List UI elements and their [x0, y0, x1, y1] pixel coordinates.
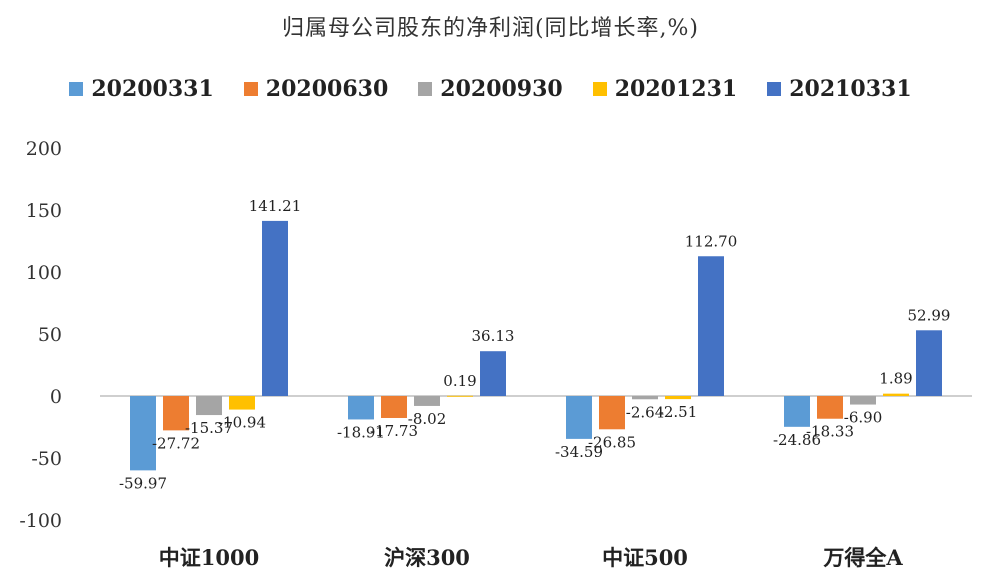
data-label: -10.94	[218, 414, 266, 432]
category-label: 万得全A	[822, 545, 903, 570]
bar	[599, 396, 625, 430]
y-tick-label: -50	[31, 448, 62, 470]
bar	[196, 396, 222, 416]
y-tick-label: 200	[26, 138, 62, 160]
bar	[850, 396, 876, 405]
legend-item-series-3: 20200930	[418, 76, 563, 102]
bar	[784, 396, 810, 427]
y-tick-label: 50	[38, 324, 62, 346]
data-label: -26.85	[588, 433, 636, 451]
data-label: -2.64	[626, 403, 664, 421]
bar	[447, 395, 473, 397]
legend-label: 20200331	[91, 76, 214, 102]
legend-swatch	[243, 82, 258, 96]
data-label: 112.70	[685, 232, 738, 250]
legend-swatch	[69, 82, 84, 96]
bar	[381, 396, 407, 418]
bar	[665, 396, 691, 400]
bar	[130, 396, 156, 471]
bar	[817, 396, 843, 419]
data-label: -17.73	[370, 422, 418, 440]
category-label: 中证1000	[159, 545, 259, 570]
legend-label: 20200930	[440, 76, 563, 102]
bar	[229, 396, 255, 410]
bar	[632, 396, 658, 400]
legend-item-series-2: 20200630	[243, 76, 389, 102]
data-label: -18.33	[806, 423, 854, 441]
legend-label: 20210331	[789, 76, 912, 102]
legend-item-series-4: 20201231	[592, 76, 738, 102]
data-label: -59.97	[119, 474, 167, 492]
legend-item-series-1: 20200331	[69, 76, 214, 102]
legend-label: 20200630	[265, 76, 389, 102]
y-tick-label: 150	[26, 200, 62, 222]
chart-title: 归属母公司股东的净利润(同比增长率,%)	[281, 16, 700, 41]
data-label: -6.90	[844, 409, 882, 427]
legend-swatch	[418, 82, 433, 96]
bar	[348, 396, 374, 420]
legend-swatch	[767, 82, 782, 96]
data-label: -27.72	[152, 434, 200, 452]
category-label: 中证500	[602, 545, 688, 570]
bar	[480, 351, 506, 396]
legend-swatch	[592, 82, 607, 96]
data-label: 52.99	[908, 306, 951, 324]
y-tick-label: 0	[50, 386, 62, 408]
data-label: -18.91	[337, 423, 385, 441]
bar	[566, 396, 592, 439]
legend-label: 20201231	[614, 76, 738, 102]
y-tick-label: -100	[19, 510, 62, 532]
data-label: 1.89	[879, 370, 912, 388]
data-label: 141.21	[249, 197, 302, 215]
bar	[883, 393, 909, 396]
legend-item-series-5: 20210331	[767, 76, 912, 102]
data-label: 36.13	[472, 327, 515, 345]
bar	[698, 256, 724, 396]
data-label: 0.19	[443, 372, 476, 390]
data-label: -2.51	[659, 403, 697, 421]
bar	[163, 396, 189, 431]
category-label: 沪深300	[384, 545, 470, 570]
data-label: -15.37	[185, 419, 233, 437]
y-tick-label: 100	[26, 262, 62, 284]
data-label: -24.86	[773, 431, 821, 449]
bar	[916, 330, 942, 396]
chart-legend: 20200331 20200630 20200930 20201231 2021…	[0, 76, 981, 102]
data-label: -8.02	[408, 410, 446, 428]
bar	[262, 220, 288, 396]
bar	[414, 396, 440, 406]
data-label: -34.59	[555, 443, 603, 461]
